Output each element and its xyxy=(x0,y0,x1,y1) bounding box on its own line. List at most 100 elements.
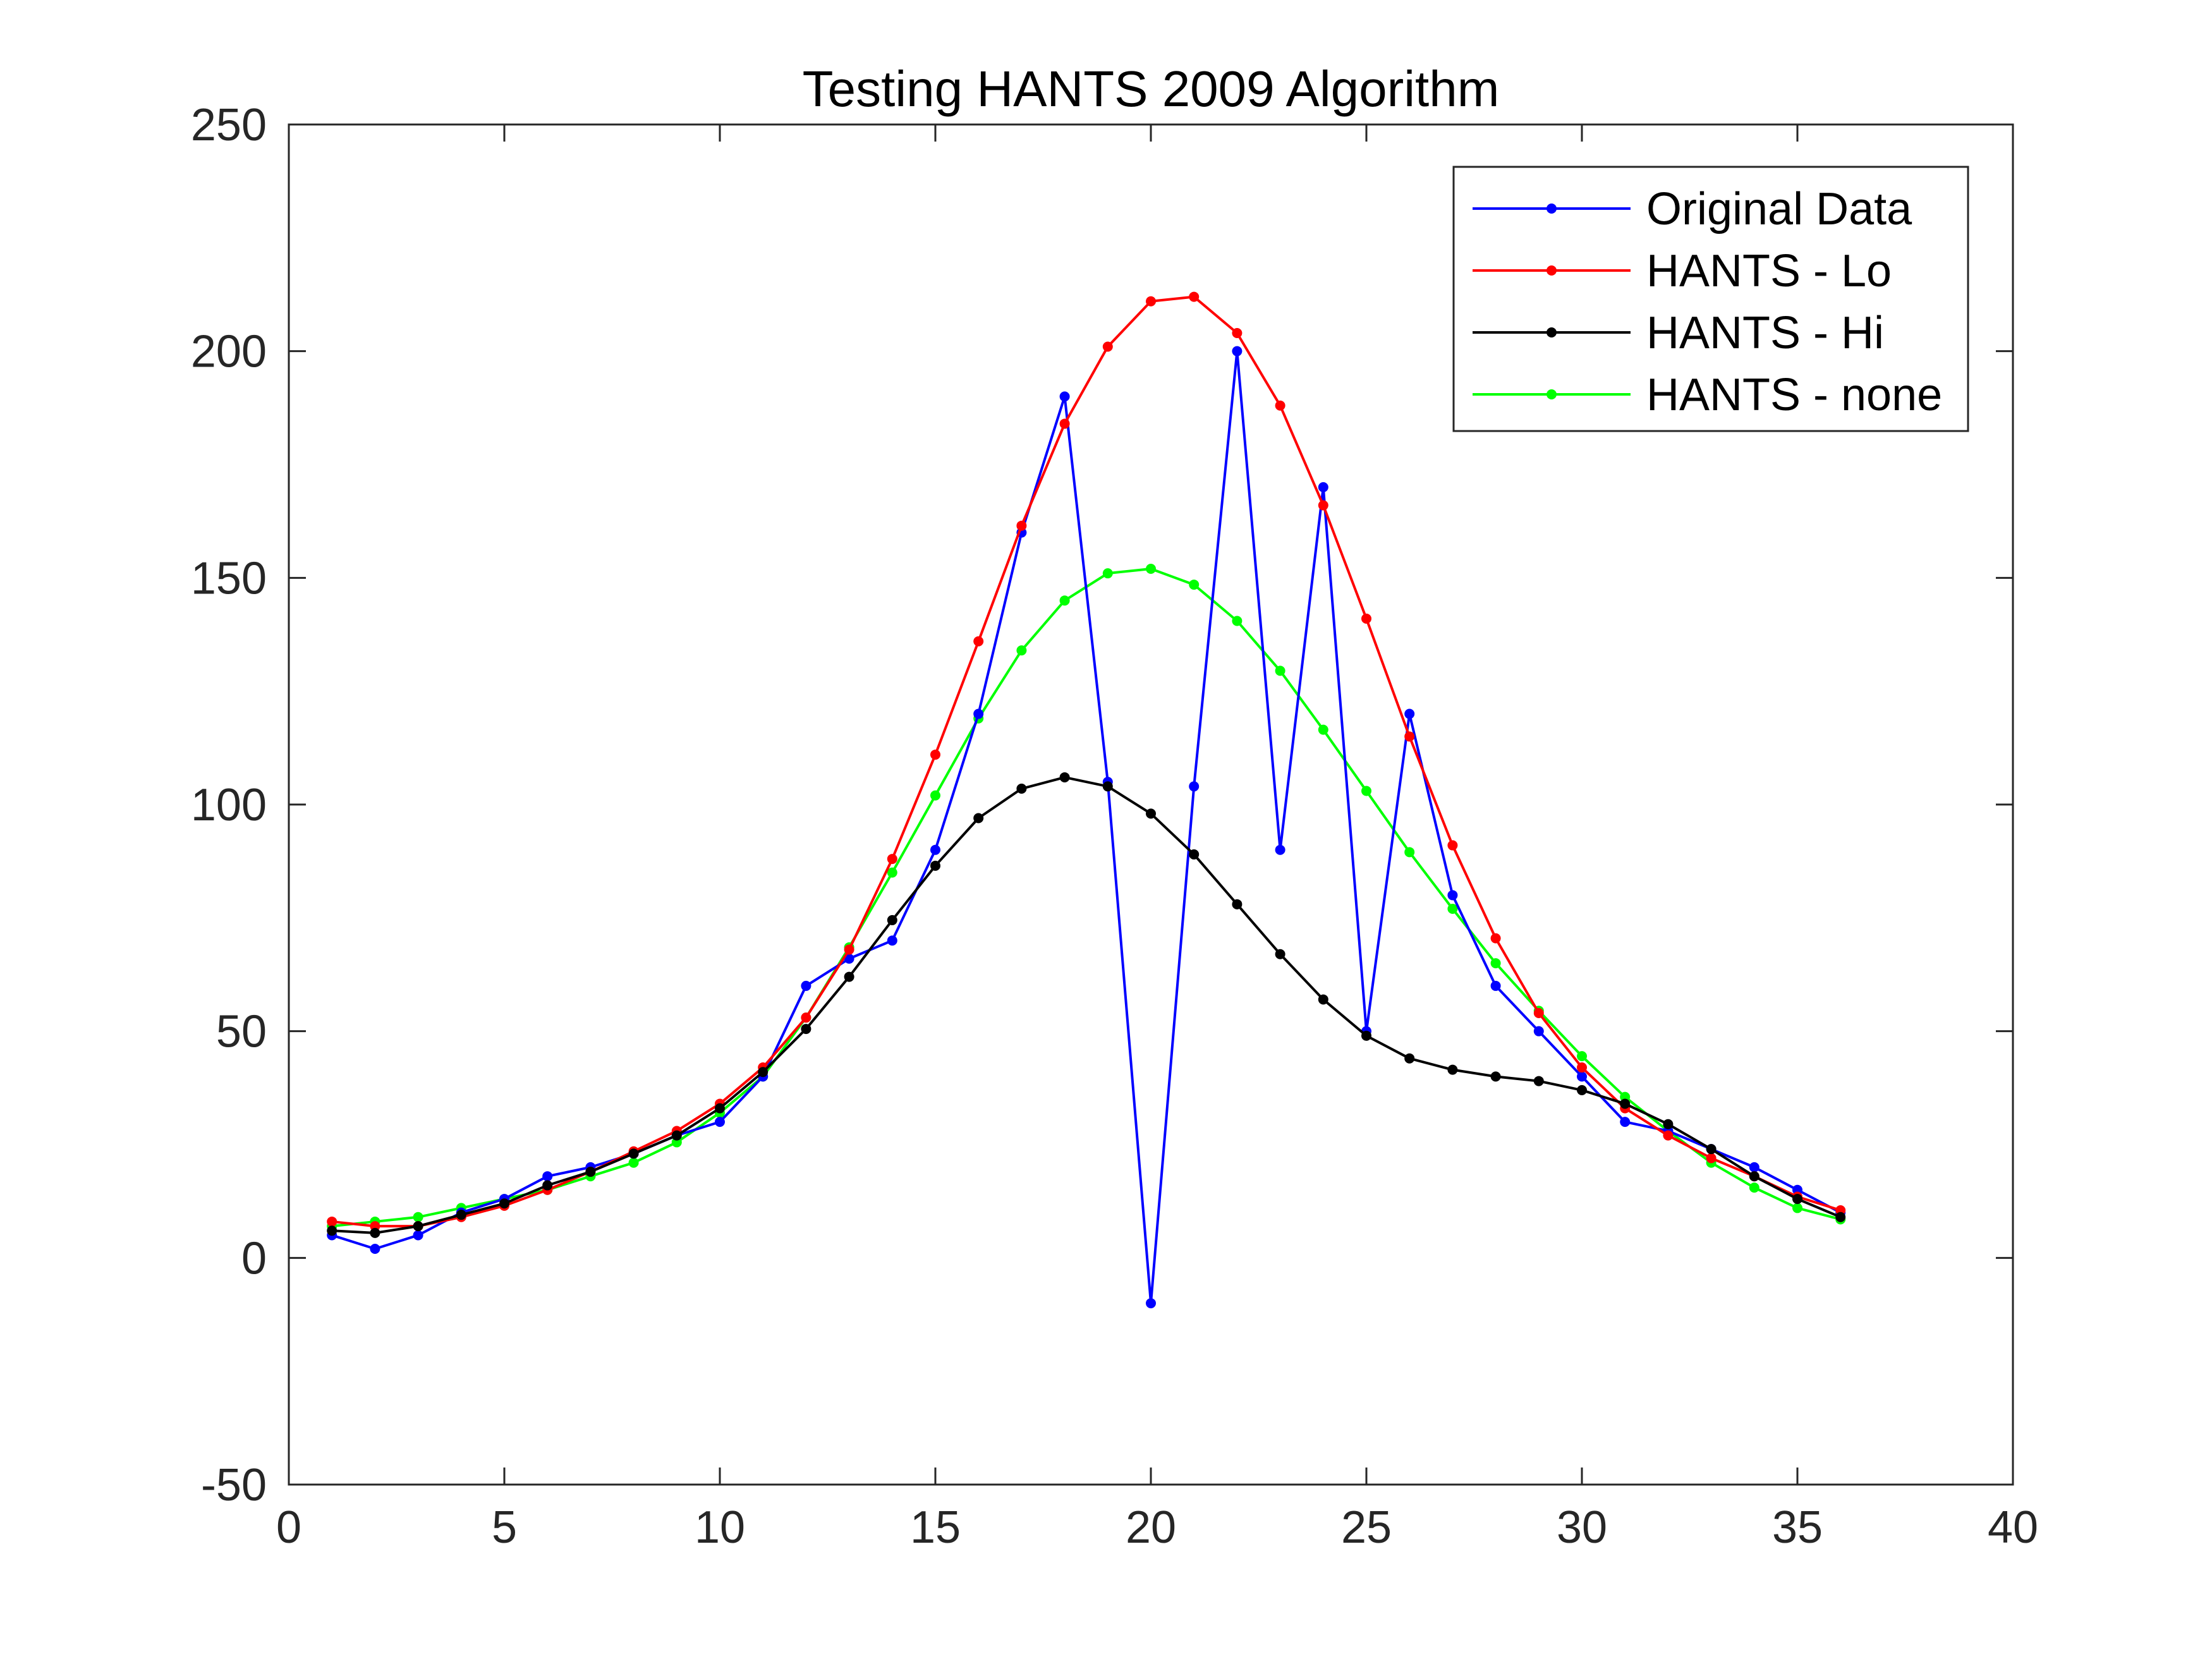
x-tick-label: 30 xyxy=(1557,1502,1607,1553)
data-point-hants-none xyxy=(1749,1182,1759,1193)
data-point-hants-none xyxy=(1361,786,1371,796)
legend-marker xyxy=(1547,327,1557,337)
data-point-hants-lo xyxy=(887,854,897,865)
data-point-hants-hi xyxy=(930,860,940,871)
data-point-hants-none xyxy=(1016,645,1027,656)
series-layer xyxy=(327,291,1846,1309)
data-point-hants-hi xyxy=(1016,783,1027,794)
data-point-hants-lo xyxy=(1490,933,1501,944)
data-point-hants-hi xyxy=(1620,1098,1631,1109)
data-point-hants-hi xyxy=(456,1210,466,1220)
data-point-hants-lo xyxy=(1189,291,1200,302)
data-point-hants-hi xyxy=(628,1148,639,1159)
legend-label: HANTS - Lo xyxy=(1646,246,1892,296)
data-point-original-data xyxy=(1577,1071,1587,1082)
data-point-original-data xyxy=(413,1230,423,1241)
data-point-hants-lo xyxy=(1361,613,1371,624)
data-point-hants-lo xyxy=(1146,296,1156,307)
data-point-hants-hi xyxy=(1749,1171,1759,1182)
data-point-original-data xyxy=(542,1171,553,1182)
data-point-original-data xyxy=(1275,844,1285,855)
data-point-hants-lo xyxy=(1275,400,1285,411)
data-point-hants-lo xyxy=(1663,1130,1674,1141)
x-tick-label: 25 xyxy=(1341,1502,1392,1553)
data-point-original-data xyxy=(1404,708,1415,719)
data-point-hants-hi xyxy=(585,1167,596,1177)
data-point-hants-lo xyxy=(1102,341,1113,352)
y-tick-label: 0 xyxy=(241,1233,267,1284)
data-point-hants-none xyxy=(1189,580,1200,590)
data-point-hants-lo xyxy=(327,1216,337,1227)
data-point-hants-none xyxy=(1318,724,1328,735)
x-tick-label: 35 xyxy=(1772,1502,1823,1553)
data-point-hants-hi xyxy=(1663,1119,1674,1129)
data-point-hants-none xyxy=(1059,595,1070,606)
series-line-hants-hi xyxy=(332,775,1841,1234)
data-point-hants-hi xyxy=(801,1024,811,1035)
data-point-hants-lo xyxy=(1577,1062,1587,1073)
legend-label: HANTS - Hi xyxy=(1646,308,1884,358)
data-point-hants-hi xyxy=(1059,772,1070,782)
y-tick-label: -50 xyxy=(201,1460,267,1510)
data-point-hants-hi xyxy=(1533,1076,1544,1086)
data-point-original-data xyxy=(1318,482,1328,492)
data-point-hants-lo xyxy=(1447,840,1458,851)
data-point-hants-hi xyxy=(1189,849,1200,860)
data-point-hants-hi xyxy=(327,1225,337,1236)
chart-title: Testing HANTS 2009 Algorithm xyxy=(803,61,1500,117)
x-tick-label: 20 xyxy=(1126,1502,1176,1553)
data-point-hants-hi xyxy=(758,1067,769,1078)
y-tick-label: 50 xyxy=(216,1007,267,1057)
data-point-hants-lo xyxy=(1016,520,1027,531)
data-point-hants-lo xyxy=(973,636,984,647)
data-point-hants-none xyxy=(1490,958,1501,969)
data-point-original-data xyxy=(930,844,940,855)
data-point-hants-hi xyxy=(1490,1071,1501,1082)
data-point-hants-none xyxy=(628,1157,639,1168)
legend: Original Data HANTS - Lo HANTS - Hi HANTS -… xyxy=(1452,166,1969,432)
data-point-hants-hi xyxy=(887,915,897,925)
data-point-hants-none xyxy=(1404,847,1415,858)
data-point-hants-hi xyxy=(1146,808,1156,819)
data-point-hants-lo xyxy=(1533,1007,1544,1018)
data-point-hants-hi xyxy=(499,1198,509,1209)
data-point-hants-hi xyxy=(1404,1053,1415,1064)
legend-marker xyxy=(1547,204,1557,214)
data-point-original-data xyxy=(1533,1026,1544,1036)
data-point-hants-none xyxy=(1792,1203,1802,1213)
x-tick-label: 40 xyxy=(1988,1502,2038,1553)
data-point-original-data xyxy=(1059,391,1070,402)
legend-marker xyxy=(1547,389,1557,399)
data-point-hants-hi xyxy=(1792,1194,1802,1205)
series-line-original-data xyxy=(331,349,1842,1305)
data-point-original-data xyxy=(1490,980,1501,991)
x-tick-label: 0 xyxy=(276,1502,301,1553)
data-point-hants-hi xyxy=(973,813,984,823)
data-point-original-data xyxy=(801,980,811,991)
data-point-hants-hi xyxy=(370,1227,380,1238)
data-point-hants-lo xyxy=(801,1012,811,1023)
data-point-hants-none xyxy=(1146,563,1156,574)
data-point-original-data xyxy=(1447,890,1458,901)
data-point-hants-hi xyxy=(1706,1144,1717,1155)
data-point-hants-lo xyxy=(1404,731,1415,742)
data-point-original-data xyxy=(1749,1162,1759,1172)
data-point-hants-none xyxy=(1447,903,1458,914)
data-point-hants-none xyxy=(1102,568,1113,579)
data-point-hants-hi xyxy=(1447,1064,1458,1075)
data-point-original-data xyxy=(844,953,854,964)
y-tick-label: 250 xyxy=(191,100,267,150)
data-point-original-data xyxy=(715,1117,725,1127)
legend-label: Original Data xyxy=(1646,184,1912,234)
legend-box xyxy=(1452,166,1969,432)
data-point-hants-none xyxy=(1275,665,1285,676)
data-point-hants-lo xyxy=(1706,1153,1717,1164)
x-tick-label: 15 xyxy=(910,1502,961,1553)
y-tick-label: 200 xyxy=(191,327,267,377)
y-tick-label: 100 xyxy=(191,780,267,830)
x-tick-label: 5 xyxy=(492,1502,517,1553)
data-point-original-data xyxy=(1232,346,1243,356)
data-point-hants-lo xyxy=(1318,500,1328,511)
data-point-hants-none xyxy=(930,790,940,801)
